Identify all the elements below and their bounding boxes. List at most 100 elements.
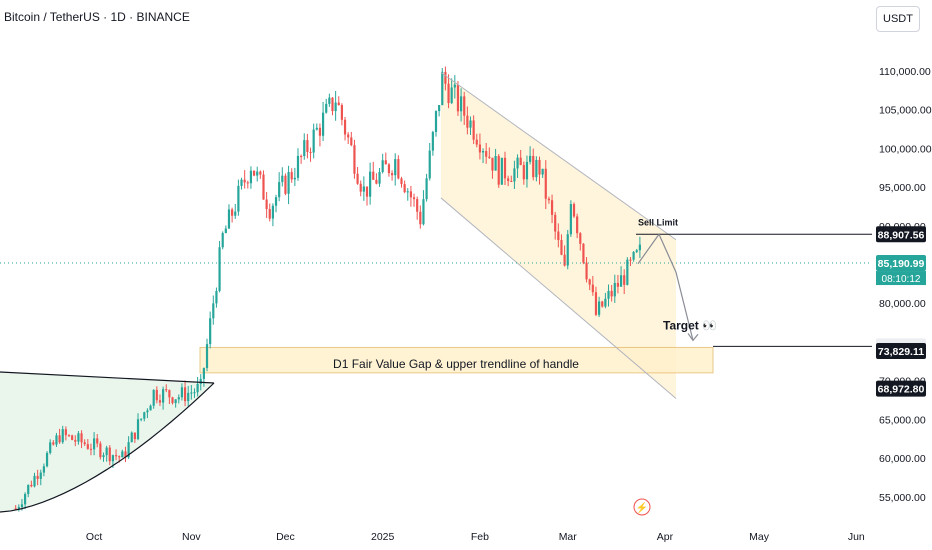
candle xyxy=(513,168,516,182)
candle xyxy=(507,178,510,182)
candle xyxy=(547,198,551,201)
candle xyxy=(604,298,607,307)
candle xyxy=(237,185,240,212)
price-tag-level-b-bg xyxy=(876,343,926,360)
currency-button[interactable]: USDT xyxy=(876,6,920,32)
candle xyxy=(146,410,149,413)
candle xyxy=(321,112,325,136)
candle xyxy=(394,159,397,176)
candle xyxy=(259,171,262,175)
candle xyxy=(582,243,585,263)
candle xyxy=(74,439,77,442)
candle xyxy=(196,383,199,393)
candle xyxy=(187,392,190,402)
candle xyxy=(406,191,409,193)
candle xyxy=(422,199,425,225)
handle-trendline[interactable] xyxy=(0,371,215,384)
candle xyxy=(249,170,253,184)
candle xyxy=(463,96,466,116)
candle xyxy=(456,84,460,112)
candle xyxy=(165,389,168,391)
candle xyxy=(42,466,46,473)
channel-lower-line[interactable] xyxy=(440,197,677,399)
candle xyxy=(438,105,441,112)
candle xyxy=(265,199,268,210)
candle xyxy=(510,181,513,183)
candle xyxy=(227,209,231,229)
candle xyxy=(174,399,177,404)
candle xyxy=(278,182,281,198)
candle xyxy=(500,157,503,185)
candle xyxy=(127,442,130,458)
candle xyxy=(149,405,152,411)
candle xyxy=(256,171,259,176)
candle xyxy=(262,174,265,200)
candle xyxy=(99,443,102,458)
cup-curve[interactable] xyxy=(0,382,215,513)
target-label: Target 👀 xyxy=(663,319,717,333)
candle xyxy=(155,389,158,401)
candle xyxy=(453,84,456,88)
candle xyxy=(635,250,638,252)
candle xyxy=(231,209,234,216)
candle xyxy=(331,97,334,112)
candle xyxy=(325,103,328,113)
candle xyxy=(284,175,287,194)
candle xyxy=(369,171,372,197)
candle xyxy=(340,105,343,120)
candle xyxy=(80,433,83,443)
candle xyxy=(425,178,428,200)
candle xyxy=(353,145,356,174)
channel-upper-line[interactable] xyxy=(440,72,677,241)
candle xyxy=(193,392,196,394)
candle xyxy=(516,157,519,169)
candle xyxy=(243,179,246,183)
candle xyxy=(61,429,64,443)
symbol-title[interactable]: Bitcoin / TetherUS · 1D · BINANCE xyxy=(4,10,190,24)
candle xyxy=(130,432,133,443)
candle xyxy=(626,259,629,285)
candle xyxy=(140,418,143,420)
candle xyxy=(488,156,491,158)
fair-value-gap-box[interactable] xyxy=(199,346,714,374)
candle xyxy=(566,234,569,266)
candle xyxy=(303,140,306,157)
candle xyxy=(271,205,274,219)
candle xyxy=(218,247,221,291)
candle xyxy=(372,171,375,180)
candle xyxy=(199,378,202,384)
candle xyxy=(390,173,394,176)
candle xyxy=(45,452,49,467)
candle xyxy=(89,448,93,450)
candle xyxy=(240,179,243,186)
candle xyxy=(71,435,74,440)
candle xyxy=(579,233,582,244)
time-tick-label: 2025 xyxy=(371,531,395,543)
candle xyxy=(30,484,33,487)
candle xyxy=(86,444,89,449)
candle xyxy=(23,494,27,505)
candle xyxy=(221,233,224,248)
time-tick-label: Feb xyxy=(471,531,489,543)
candle xyxy=(563,254,566,266)
price-tick-label: 95,000.00 xyxy=(879,182,926,194)
candle xyxy=(416,199,419,212)
event-marker[interactable] xyxy=(633,498,651,516)
candle xyxy=(83,442,86,445)
price-countdown: 08:10:12 xyxy=(882,274,921,285)
candle xyxy=(328,97,331,104)
candle xyxy=(337,102,340,106)
candle xyxy=(171,397,174,404)
candle xyxy=(412,197,416,200)
time-tick-label: Mar xyxy=(559,531,578,543)
candle xyxy=(428,150,431,179)
candle xyxy=(33,475,36,487)
candle xyxy=(362,186,365,192)
projection-path[interactable] xyxy=(637,233,694,341)
candle xyxy=(403,184,406,193)
candle xyxy=(252,170,256,176)
candle xyxy=(274,197,278,206)
candle xyxy=(529,155,532,162)
candle xyxy=(431,131,434,151)
